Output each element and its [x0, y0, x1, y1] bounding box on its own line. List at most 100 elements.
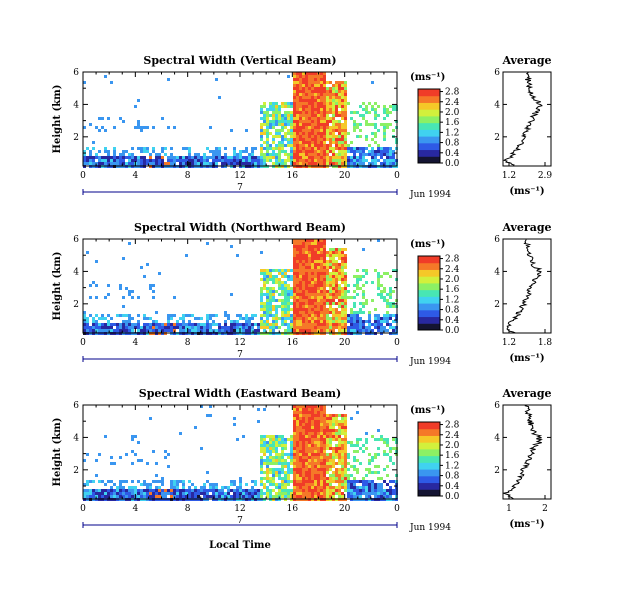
- heatmap-cell: [104, 129, 107, 132]
- heatmap-cell: [257, 489, 260, 492]
- heatmap-cell: [341, 90, 344, 93]
- heatmap-cell: [275, 102, 278, 105]
- heatmap-cell: [233, 323, 236, 326]
- heatmap-cell: [338, 317, 341, 320]
- heatmap-cell: [176, 489, 179, 492]
- heatmap-cell: [335, 320, 338, 323]
- heatmap-cell: [356, 489, 359, 492]
- heatmap-cell: [323, 123, 326, 126]
- heatmap-cell: [317, 275, 320, 278]
- heatmap-cell: [308, 260, 311, 263]
- heatmap-cell: [224, 147, 227, 150]
- heatmap-cell: [281, 302, 284, 305]
- heatmap-cell: [311, 123, 314, 126]
- heatmap-cell: [305, 314, 308, 317]
- heatmap-cell: [275, 317, 278, 320]
- heatmap-cell: [338, 96, 341, 99]
- heatmap-cell: [326, 132, 329, 135]
- heatmap-cell: [296, 420, 299, 423]
- heatmap-cell: [380, 329, 383, 332]
- heatmap-cell: [266, 117, 269, 120]
- heatmap-cell: [263, 272, 266, 275]
- heatmap-cell: [302, 269, 305, 272]
- heatmap-cell: [125, 492, 128, 495]
- heatmap-cell: [332, 275, 335, 278]
- heatmap-cell: [344, 444, 347, 447]
- heatmap-cell: [299, 257, 302, 260]
- heatmap-cell: [356, 126, 359, 129]
- heatmap-cell: [113, 489, 116, 492]
- y-tick-label: 2: [73, 466, 79, 476]
- heatmap-cell: [311, 323, 314, 326]
- heatmap-cell: [137, 296, 140, 299]
- heatmap-cell: [245, 326, 248, 329]
- heatmap-cell: [344, 120, 347, 123]
- heatmap-cell: [356, 471, 359, 474]
- heatmap-cell: [329, 477, 332, 480]
- heatmap-cell: [293, 486, 296, 489]
- heatmap-cell: [293, 468, 296, 471]
- heatmap-cell: [317, 423, 320, 426]
- heatmap-cell: [314, 329, 317, 332]
- heatmap-cell: [338, 314, 341, 317]
- heatmap-cell: [275, 162, 278, 165]
- heatmap-cell: [326, 105, 329, 108]
- heatmap-cell: [149, 159, 152, 162]
- heatmap-cell: [311, 93, 314, 96]
- colorbar-frame: [417, 421, 441, 497]
- heatmap-cell: [326, 302, 329, 305]
- heatmap-cell: [347, 453, 350, 456]
- heatmap-cell: [323, 93, 326, 96]
- heatmap-cell: [296, 296, 299, 299]
- heatmap-cell: [317, 111, 320, 114]
- heatmap-cell: [317, 251, 320, 254]
- heatmap-cell: [281, 495, 284, 498]
- heatmap-cell: [122, 329, 125, 332]
- heatmap-cell: [314, 468, 317, 471]
- heatmap-cell: [344, 426, 347, 429]
- heatmap-cell: [293, 417, 296, 420]
- heatmap-cell: [365, 432, 368, 435]
- heatmap-cell: [389, 492, 392, 495]
- heatmap-cell: [143, 159, 146, 162]
- heatmap-cell: [293, 84, 296, 87]
- heatmap-cell: [236, 320, 239, 323]
- heatmap-cell: [170, 314, 173, 317]
- heatmap-cell: [296, 453, 299, 456]
- heatmap-cell: [323, 120, 326, 123]
- heatmap-cell: [275, 483, 278, 486]
- heatmap-cell: [338, 287, 341, 290]
- heatmap-cell: [296, 120, 299, 123]
- heatmap-cell: [272, 141, 275, 144]
- heatmap-cell: [158, 156, 161, 159]
- heatmap-cell: [299, 474, 302, 477]
- heatmap-cell: [356, 311, 359, 314]
- heatmap-cell: [317, 462, 320, 465]
- heatmap-cell: [290, 329, 293, 332]
- heatmap-cell: [284, 465, 287, 468]
- heatmap-cell: [329, 468, 332, 471]
- heatmap-cell: [329, 126, 332, 129]
- heatmap-cell: [305, 450, 308, 453]
- heatmap-cell: [305, 311, 308, 314]
- heatmap-cell: [263, 311, 266, 314]
- heatmap-cell: [305, 138, 308, 141]
- heatmap-cell: [299, 147, 302, 150]
- heatmap-cell: [158, 329, 161, 332]
- heatmap-cell: [224, 162, 227, 165]
- heatmap-cell: [374, 162, 377, 165]
- heatmap-cell: [353, 156, 356, 159]
- heatmap-cell: [281, 114, 284, 117]
- heatmap-cell: [320, 426, 323, 429]
- heatmap-cell: [260, 153, 263, 156]
- heatmap-cell: [299, 251, 302, 254]
- heatmap-cell: [203, 323, 206, 326]
- heatmap-cell: [143, 495, 146, 498]
- heatmap-cell: [302, 87, 305, 90]
- heatmap-cell: [125, 314, 128, 317]
- heatmap-cell: [188, 486, 191, 489]
- heatmap-cell: [380, 483, 383, 486]
- heatmap-cell: [293, 102, 296, 105]
- heatmap-cell: [143, 314, 146, 317]
- heatmap-cell: [281, 480, 284, 483]
